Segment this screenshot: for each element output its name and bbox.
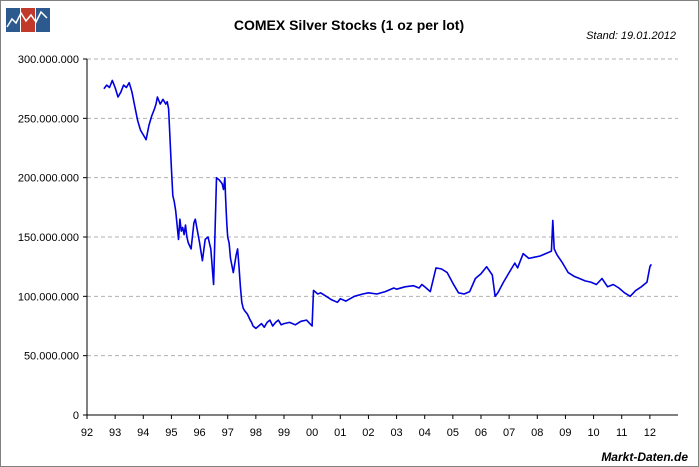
logo-tile	[21, 8, 35, 32]
x-tick-label: 95	[165, 427, 177, 439]
source-label: Markt-Daten.de	[601, 450, 688, 464]
logo	[6, 8, 50, 32]
y-tick-label: 200.000.000	[18, 173, 79, 185]
y-axis: 300.000.000 250.000.000 200.000.000 150.000…	[18, 54, 88, 422]
y-tick-label: 250.000.000	[18, 113, 79, 125]
y-tick-label: 0	[73, 410, 79, 422]
y-tick-label: 300.000.000	[18, 54, 79, 66]
x-tick-label: 09	[559, 427, 571, 439]
y-tick-label: 100.000.000	[18, 291, 79, 303]
x-tick-label: 04	[419, 427, 431, 439]
gridlines	[87, 58, 678, 357]
x-tick-label: 00	[306, 427, 318, 439]
logo-tile	[36, 8, 50, 32]
x-tick-label: 08	[531, 427, 543, 439]
x-tick-label: 94	[137, 427, 149, 439]
x-tick-label: 07	[503, 427, 515, 439]
x-tick-label: 99	[278, 427, 290, 439]
x-tick-label: 01	[334, 427, 346, 439]
x-tick-label: 10	[587, 427, 599, 439]
x-tick-label: 06	[475, 427, 487, 439]
x-tick-label: 03	[390, 427, 402, 439]
date-note: Stand: 19.01.2012	[586, 30, 676, 42]
chart-title: COMEX Silver Stocks (1 oz per lot)	[234, 17, 464, 33]
x-tick-label: 05	[447, 427, 459, 439]
x-axis: 92 93 94 95 96 97 98 99 00 01 02 03 04 05 06 07 08 09 10 11…	[81, 414, 678, 439]
series-line	[103, 79, 652, 330]
y-tick-label: 150.000.000	[18, 232, 79, 244]
series-layer	[103, 79, 652, 330]
logo-zigzag	[6, 10, 48, 28]
x-tick-label: 93	[109, 427, 121, 439]
x-tick-label: 11	[616, 427, 627, 439]
x-tick-label: 12	[644, 427, 656, 439]
x-tick-label: 98	[250, 427, 262, 439]
x-tick-label: 97	[222, 427, 234, 439]
y-tick-label: 50.000.000	[24, 351, 79, 363]
x-tick-label: 96	[193, 427, 205, 439]
x-tick-label: 92	[81, 427, 93, 439]
x-tick-label: 02	[362, 427, 374, 439]
